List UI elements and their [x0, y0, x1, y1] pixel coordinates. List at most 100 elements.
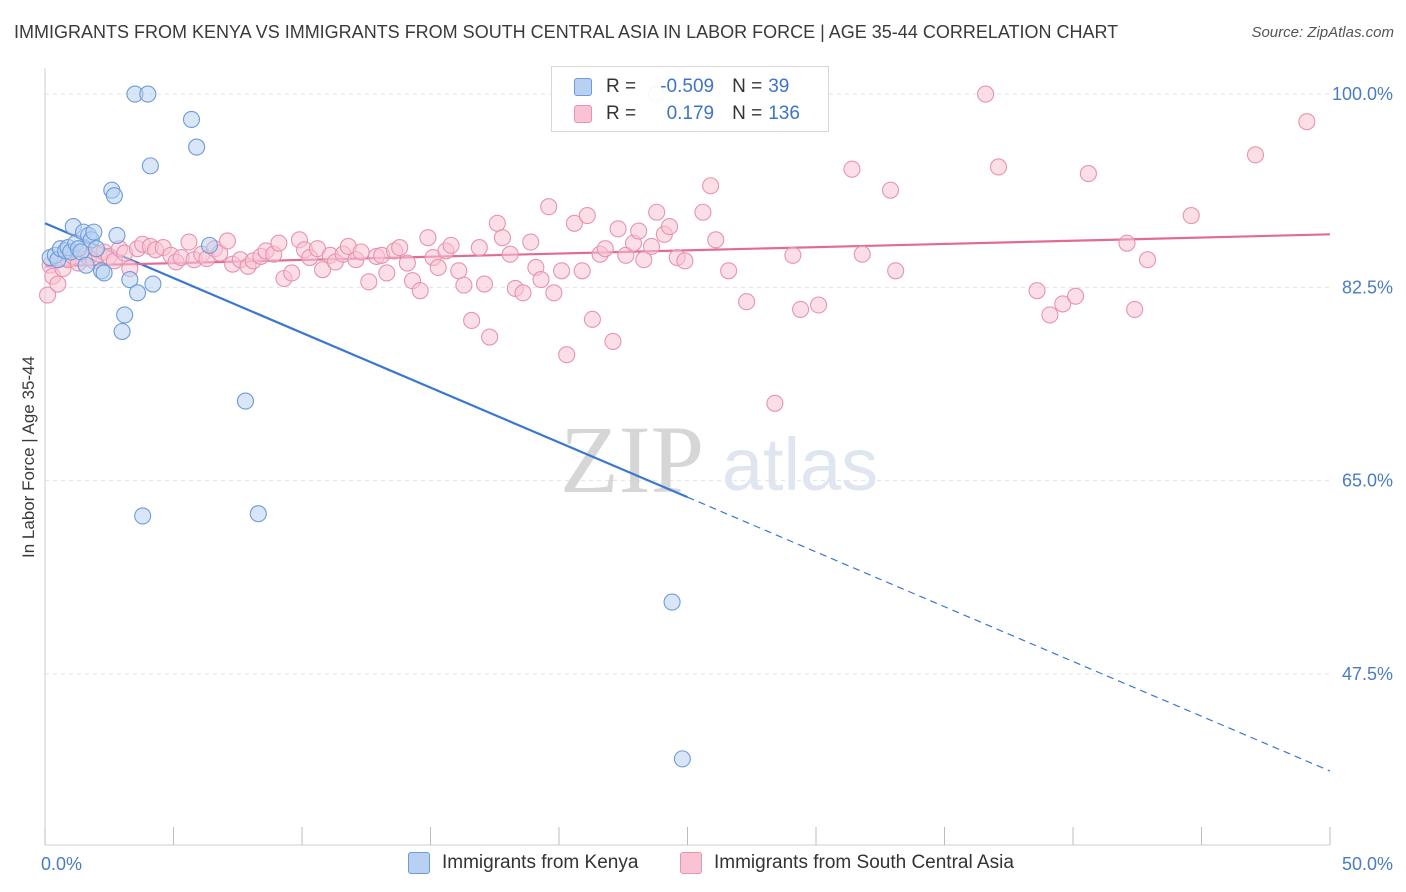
r-value: 0.179 [666, 103, 715, 124]
y-axis-title: In Labor Force | Age 35-44 [19, 356, 38, 558]
chart-source: Source: ZipAtlas.com [1251, 24, 1394, 41]
asia-point-106 [707, 231, 725, 249]
asia-point-86 [565, 214, 583, 232]
kenya-point-31 [182, 110, 201, 129]
asia-point-79 [522, 233, 540, 251]
asia-point-72 [475, 275, 494, 293]
asia-point-59 [391, 239, 409, 257]
asia-point-116 [887, 262, 905, 280]
y-tick-label-2: 65.0% [1342, 471, 1393, 491]
kenya-point-26 [128, 284, 147, 302]
kenya-point-24 [121, 271, 139, 289]
asia-point-125 [1126, 300, 1144, 318]
asia-point-127 [1182, 207, 1200, 225]
asia-point-71 [470, 239, 488, 257]
asia-point-78 [514, 284, 532, 302]
asia-point-117 [977, 85, 995, 103]
asia-point-85 [558, 346, 576, 364]
asia-point-62 [411, 282, 429, 300]
kenya-point-21 [108, 226, 126, 244]
asia-point-76 [501, 245, 519, 263]
r-label: R = [606, 76, 637, 97]
asia-point-93 [609, 220, 627, 238]
asia-point-108 [738, 293, 756, 311]
n-value: 136 [768, 103, 800, 124]
kenya-point-30 [144, 275, 162, 293]
n-value: 39 [768, 76, 790, 97]
kenya-point-37 [663, 593, 681, 611]
kenya-point-29 [141, 157, 159, 175]
asia-point-118 [989, 158, 1008, 176]
asia-point-60 [398, 254, 416, 272]
asia-point-109 [766, 394, 784, 412]
asia-point-111 [792, 300, 810, 318]
asia-point-92 [604, 332, 622, 350]
watermark: ZIP atlas [560, 406, 878, 513]
r-label: R = [606, 103, 637, 124]
asia-point-26 [180, 233, 198, 251]
asia-point-89 [583, 310, 601, 328]
legend-swatch-asia [680, 852, 702, 874]
asia-point-104 [694, 203, 712, 221]
n-label: N = [732, 76, 763, 97]
stats-row-asia: R = 0.179 N = 136 [574, 101, 800, 127]
asia-point-126 [1138, 251, 1157, 269]
y-tick-label-3: 47.5% [1342, 664, 1393, 684]
asia-point-103 [676, 252, 694, 270]
asia-point-112 [810, 296, 828, 314]
asia-point-97 [635, 251, 653, 269]
stats-box: R = -0.509 N = 39 R = 0.179 N = 136 [551, 66, 829, 132]
asia-point-67 [442, 236, 460, 254]
legend-swatch-kenya [408, 852, 430, 874]
asia-point-40 [270, 234, 288, 252]
asia-point-68 [450, 262, 468, 280]
asia-point-114 [853, 245, 871, 263]
kenya-point-27 [134, 507, 152, 525]
gridlines [45, 93, 1330, 675]
asia-point-54 [360, 273, 378, 291]
legend-label-asia: Immigrants from South Central Asia [714, 852, 1014, 873]
kenya-point-18 [95, 264, 113, 282]
kenya-swatch [574, 78, 592, 96]
watermark-zip: ZIP [560, 406, 704, 513]
n-label: N = [732, 103, 763, 124]
kenya-point-34 [236, 392, 255, 410]
asia-point-113 [843, 160, 861, 178]
chart-title: IMMIGRANTS FROM KENYA VS IMMIGRANTS FROM… [14, 22, 1119, 42]
asia-swatch [574, 105, 592, 123]
asia-point-121 [1054, 295, 1072, 313]
asia-point-82 [540, 198, 558, 216]
kenya-point-28 [139, 85, 157, 103]
legend: Immigrants from Kenya Immigrants from So… [0, 852, 1406, 878]
asia-point-74 [488, 214, 506, 232]
asia-point-115 [881, 181, 900, 199]
asia-point-110 [784, 246, 802, 264]
asia-point-88 [578, 207, 596, 225]
asia-point-70 [463, 311, 481, 330]
asia-point-57 [378, 264, 396, 282]
axes [44, 68, 1331, 846]
asia-point-107 [720, 262, 738, 280]
asia-point-98 [642, 237, 661, 256]
asia-point-83 [545, 284, 563, 302]
x-tick-label-1: 50.0% [1342, 854, 1393, 874]
kenya-point-33 [200, 236, 219, 254]
y-tick-label-0: 100.0% [1332, 84, 1393, 104]
legend-label-kenya: Immigrants from Kenya [442, 852, 639, 873]
asia-point-94 [617, 246, 635, 264]
legend-item-kenya: Immigrants from Kenya [408, 852, 638, 874]
asia-point-99 [648, 203, 666, 221]
asia-point-84 [553, 262, 571, 280]
asia-point-129 [1298, 113, 1316, 131]
asia-point-63 [419, 229, 437, 247]
asia-point-91 [596, 240, 614, 258]
kenya-point-22 [113, 322, 131, 341]
asia-point-101 [660, 218, 679, 236]
asia-point-65 [429, 258, 447, 277]
kenya-point-38 [673, 750, 691, 768]
trend-line-kenya [44, 222, 688, 499]
kenya-point-20 [105, 187, 123, 205]
asia-point-87 [573, 262, 591, 280]
asia-point-120 [1041, 306, 1059, 324]
tick-labels: 100.0% 82.5% 65.0% 47.5% 0.0% 50.0% [41, 84, 1393, 874]
